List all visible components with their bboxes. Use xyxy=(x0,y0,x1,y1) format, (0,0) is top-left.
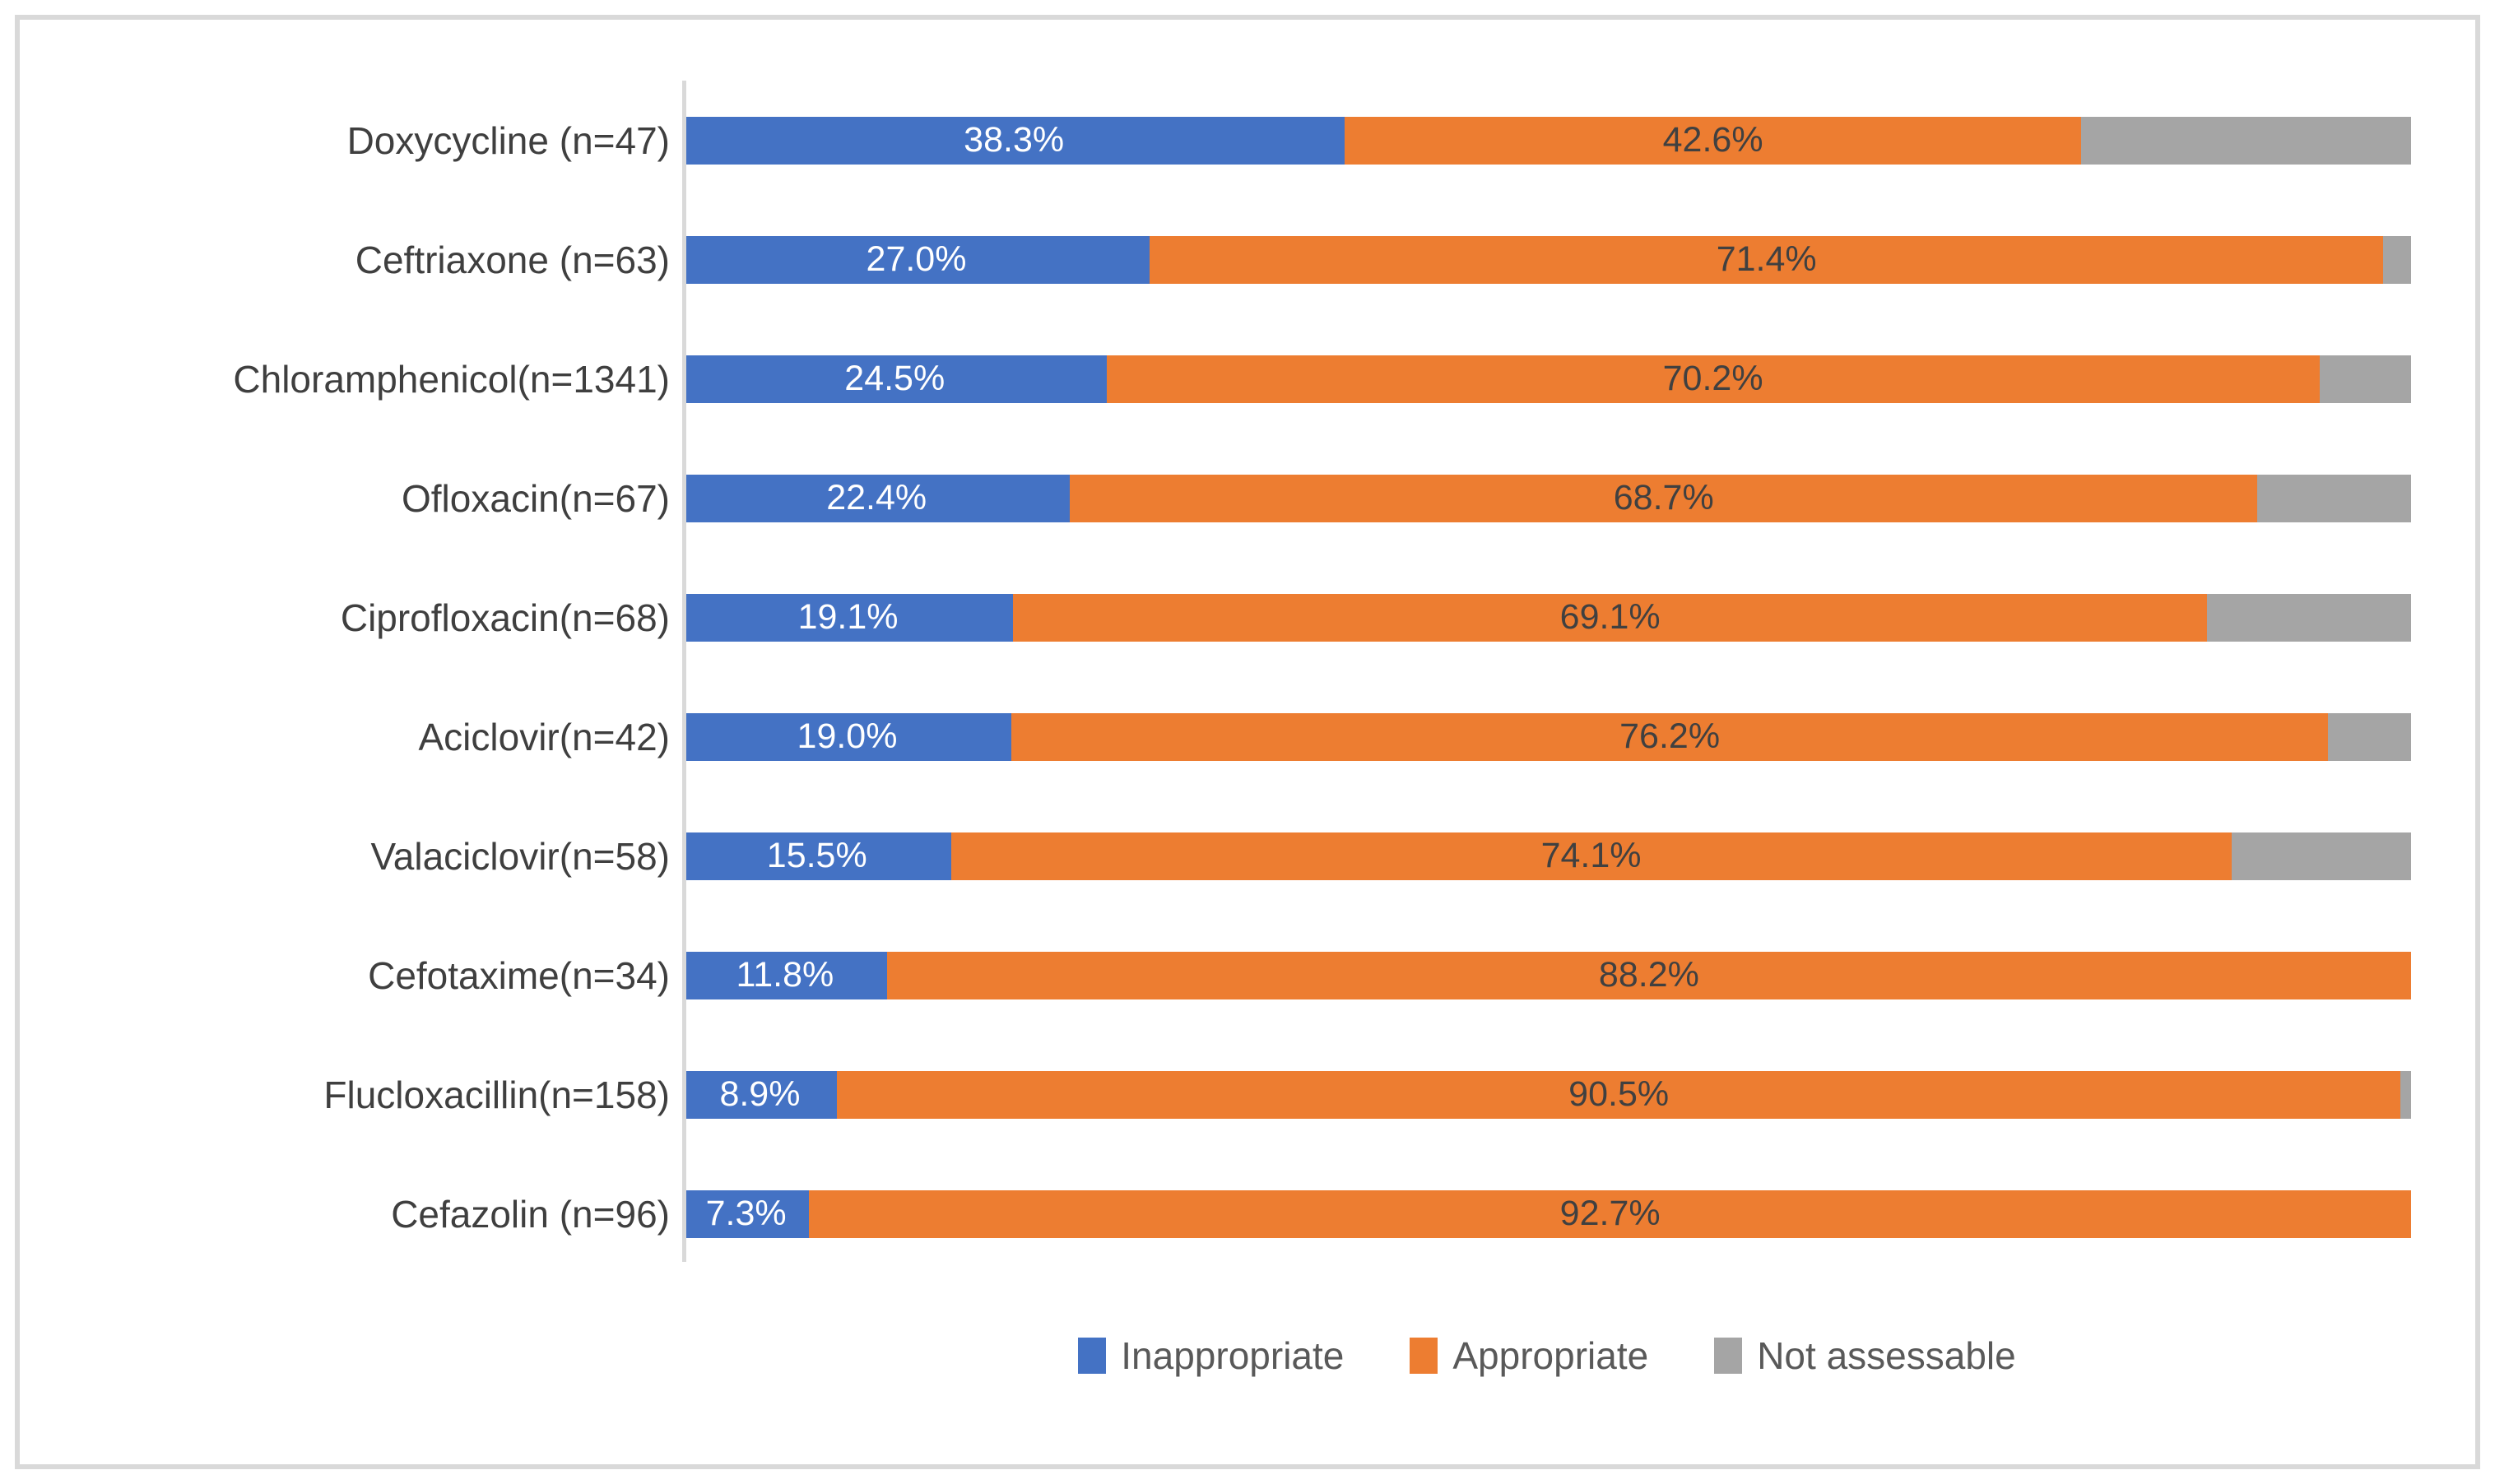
bar-segment-inappropriate: 27.0% xyxy=(683,235,1150,284)
bar-segment-appropriate: 90.5% xyxy=(836,1070,2401,1119)
bar-group: 7.3% 92.7% xyxy=(683,1190,2411,1238)
bar-group: 11.8% 88.2% xyxy=(683,951,2411,999)
category-label: Valaciclovir(n=58) xyxy=(370,834,670,878)
bar-segment-not-assessable xyxy=(2383,235,2411,284)
category-label: Chloramphenicol(n=1341) xyxy=(233,357,670,401)
bar-segment-appropriate: 71.4% xyxy=(1150,235,2384,284)
category-label: Ofloxacin(n=67) xyxy=(402,476,670,520)
bar-segment-not-assessable xyxy=(2207,593,2411,642)
legend-item-inappropriate: Inappropriate xyxy=(1078,1333,1344,1378)
legend-label: Appropriate xyxy=(1452,1334,1649,1377)
category-label: Doxycycline (n=47) xyxy=(346,118,670,162)
data-label: 22.4% xyxy=(826,478,927,517)
legend-swatch-inappropriate xyxy=(1078,1338,1107,1374)
legend-item-not-assessable: Not assessable xyxy=(1714,1333,2016,1378)
chart-row: Aciclovir(n=42) 19.0% 76.2% xyxy=(0,677,2495,796)
data-label: 88.2% xyxy=(1598,955,1699,995)
bar-segment-appropriate: 42.6% xyxy=(1345,116,2081,165)
data-label: 42.6% xyxy=(1662,120,1763,160)
bar-segment-inappropriate: 19.0% xyxy=(683,712,1011,761)
chart-border xyxy=(15,15,2480,1469)
data-label: 92.7% xyxy=(1559,1194,1661,1233)
chart-row: Valaciclovir(n=58) 15.5% 74.1% xyxy=(0,796,2495,916)
data-label: 76.2% xyxy=(1619,716,1721,756)
bar-group: 19.1% 69.1% xyxy=(683,593,2411,642)
chart-row: Chloramphenicol(n=1341) 24.5% 70.2% xyxy=(0,319,2495,438)
bar-segment-inappropriate: 7.3% xyxy=(683,1190,810,1238)
bar-segment-not-assessable xyxy=(2257,474,2411,522)
chart-row: Ceftriaxone (n=63) 27.0% 71.4% xyxy=(0,200,2495,319)
legend-label: Not assessable xyxy=(1757,1334,2016,1377)
bar-segment-appropriate: 76.2% xyxy=(1011,712,2329,761)
bar-group: 24.5% 70.2% xyxy=(683,355,2411,403)
data-label: 11.8% xyxy=(736,955,834,995)
chart-row: Ofloxacin(n=67) 22.4% 68.7% xyxy=(0,438,2495,558)
bar-segment-inappropriate: 11.8% xyxy=(683,951,887,999)
bar-group: 19.0% 76.2% xyxy=(683,712,2411,761)
data-label: 24.5% xyxy=(844,359,945,398)
legend-label: Inappropriate xyxy=(1121,1334,1345,1377)
bar-segment-appropriate: 92.7% xyxy=(809,1190,2411,1238)
data-label: 8.9% xyxy=(719,1074,801,1114)
data-label: 19.1% xyxy=(797,597,899,637)
bar-segment-appropriate: 69.1% xyxy=(1013,593,2208,642)
legend-swatch-not-assessable xyxy=(1714,1338,1743,1374)
chart-row: Ciprofloxacin(n=68) 19.1% 69.1% xyxy=(0,558,2495,677)
category-label: Ciprofloxacin(n=68) xyxy=(340,596,670,639)
bar-segment-not-assessable xyxy=(2319,355,2411,403)
data-label: 90.5% xyxy=(1568,1074,1670,1114)
bar-segment-inappropriate: 15.5% xyxy=(683,832,951,880)
bar-segment-appropriate: 74.1% xyxy=(950,832,2232,880)
data-label: 19.0% xyxy=(797,716,898,756)
bar-segment-inappropriate: 38.3% xyxy=(683,116,1345,165)
legend-item-appropriate: Appropriate xyxy=(1410,1333,1648,1378)
data-label: 70.2% xyxy=(1662,359,1763,398)
data-label: 7.3% xyxy=(705,1194,787,1233)
bar-segment-not-assessable xyxy=(2080,116,2411,165)
category-label: Aciclovir(n=42) xyxy=(418,715,671,758)
data-label: 68.7% xyxy=(1613,478,1714,517)
data-label: 71.4% xyxy=(1716,239,1817,279)
bar-segment-appropriate: 68.7% xyxy=(1070,474,2258,522)
chart-row: Flucloxacillin(n=158) 8.9% 90.5% xyxy=(0,1035,2495,1154)
bar-segment-inappropriate: 24.5% xyxy=(683,355,1107,403)
bar-segment-not-assessable xyxy=(2400,1070,2411,1119)
data-label: 74.1% xyxy=(1540,836,1642,875)
bar-group: 27.0% 71.4% xyxy=(683,235,2411,284)
bar-group: 22.4% 68.7% xyxy=(683,474,2411,522)
category-label: Cefazolin (n=96) xyxy=(391,1192,670,1236)
data-label: 69.1% xyxy=(1559,597,1661,637)
bar-segment-inappropriate: 8.9% xyxy=(683,1070,837,1119)
bar-segment-not-assessable xyxy=(2231,832,2411,880)
category-label: Cefotaxime(n=34) xyxy=(368,953,670,997)
bar-segment-inappropriate: 22.4% xyxy=(683,474,1071,522)
chart-row: Cefazolin (n=96) 7.3% 92.7% xyxy=(0,1154,2495,1273)
legend: Inappropriate Appropriate Not assessable xyxy=(683,1323,2411,1389)
data-label: 15.5% xyxy=(766,836,867,875)
chart-row: Cefotaxime(n=34) 11.8% 88.2% xyxy=(0,916,2495,1035)
chart-row: Doxycycline (n=47) 38.3% 42.6% xyxy=(0,81,2495,200)
bar-group: 15.5% 74.1% xyxy=(683,832,2411,880)
bar-segment-appropriate: 88.2% xyxy=(886,951,2411,999)
y-axis-line xyxy=(682,81,686,1262)
bar-segment-not-assessable xyxy=(2328,712,2411,761)
data-label: 27.0% xyxy=(866,239,967,279)
bar-segment-appropriate: 70.2% xyxy=(1106,355,2320,403)
category-label: Flucloxacillin(n=158) xyxy=(323,1073,670,1116)
category-label: Ceftriaxone (n=63) xyxy=(355,238,670,281)
chart-rows: Doxycycline (n=47) 38.3% 42.6% Ceftriaxone … xyxy=(0,81,2495,1273)
bar-group: 38.3% 42.6% xyxy=(683,116,2411,165)
bar-segment-inappropriate: 19.1% xyxy=(683,593,1014,642)
data-label: 38.3% xyxy=(964,120,1065,160)
bar-group: 8.9% 90.5% xyxy=(683,1070,2411,1119)
legend-swatch-appropriate xyxy=(1410,1338,1438,1374)
